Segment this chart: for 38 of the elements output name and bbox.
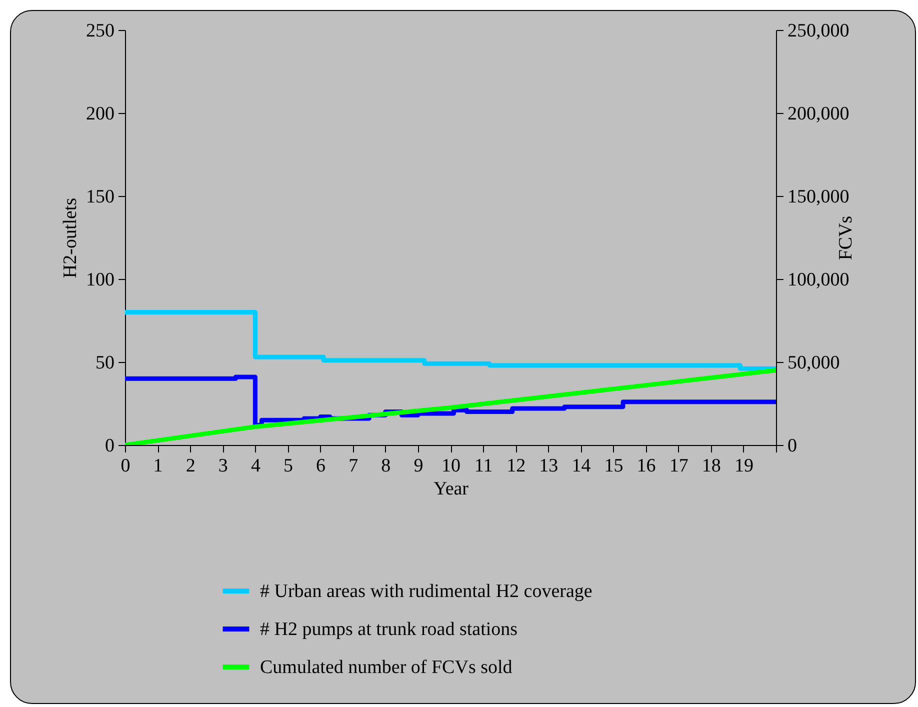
y-axis-title: H2-outlets	[60, 198, 81, 278]
legend-label: # Urban areas with rudimental H2 coverage	[260, 581, 592, 602]
y-tick-label: 50	[96, 352, 114, 374]
y2-tick-label: 100,000	[788, 270, 850, 290]
y2-tick-label: 50,000	[788, 352, 840, 374]
y-tick-label: 100	[86, 270, 114, 290]
x-tick-label: 8	[381, 456, 391, 476]
x-tick-label: 5	[284, 456, 293, 476]
x-tick-label: 2	[186, 456, 196, 476]
x-tick-label: 4	[250, 456, 261, 476]
x-tick-label: 18	[702, 456, 721, 476]
legend-label: Cumulated number of FCVs sold	[260, 657, 513, 678]
x-tick-label: 12	[506, 456, 526, 476]
x-tick-label: 7	[348, 456, 358, 476]
x-tick-label: 11	[474, 456, 493, 476]
x-tick-label: 14	[572, 456, 592, 476]
legend-label: # H2 pumps at trunk road stations	[260, 619, 518, 640]
x-tick-label: 10	[442, 456, 460, 476]
x-tick-label: 3	[218, 456, 228, 476]
y2-tick-label: 0	[788, 436, 797, 456]
x-axis-title: Year	[433, 478, 470, 500]
x-tick-label: 9	[414, 456, 424, 476]
x-tick-label: 13	[539, 456, 558, 476]
y-tick-label: 200	[86, 104, 114, 124]
x-tick-label: 15	[604, 456, 624, 476]
x-tick-label: 16	[636, 456, 656, 476]
x-tick-label: 19	[734, 456, 754, 476]
y-tick-label: 0	[105, 436, 114, 456]
y2-axis-title: FCVs	[835, 216, 856, 260]
x-tick-label: 0	[120, 456, 130, 476]
y2-tick-label: 250,000	[788, 20, 850, 42]
x-tick-label: 6	[316, 456, 326, 476]
x-tick-label: 1	[153, 456, 163, 476]
y-tick-label: 150	[86, 186, 114, 208]
y2-tick-label: 150,000	[788, 186, 850, 208]
y-tick-label: 250	[86, 20, 114, 42]
x-tick-label: 17	[669, 456, 688, 476]
y2-tick-label: 200,000	[788, 104, 850, 124]
